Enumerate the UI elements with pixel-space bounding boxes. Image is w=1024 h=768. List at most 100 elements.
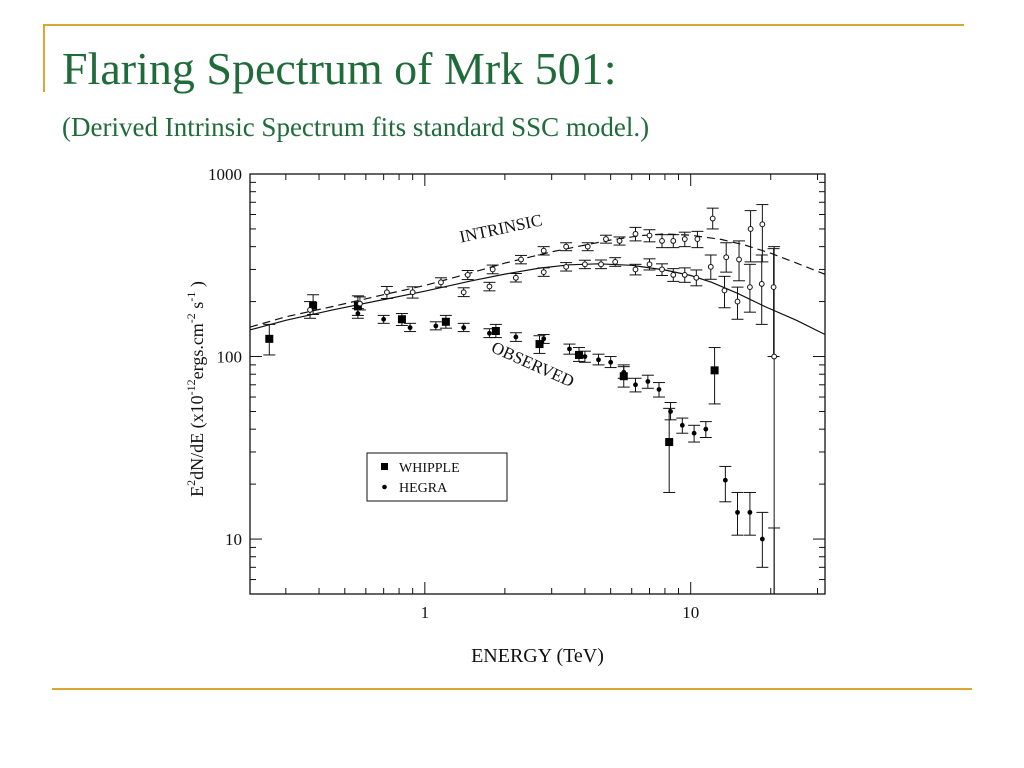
error-bar bbox=[744, 210, 757, 263]
intrinsic-point bbox=[681, 272, 688, 278]
whipple-point bbox=[710, 366, 719, 375]
intrinsic-point bbox=[736, 256, 742, 263]
hegra-point bbox=[596, 357, 601, 363]
curve-annotations: INTRINSIC OBSERVED bbox=[458, 210, 577, 391]
hegra-point bbox=[461, 325, 467, 331]
hegra-point bbox=[608, 359, 614, 365]
intrinsic-point bbox=[307, 307, 313, 313]
intrinsic-point bbox=[563, 243, 570, 250]
whipple-point bbox=[665, 438, 674, 447]
intrinsic-point bbox=[632, 266, 639, 273]
error-bar bbox=[663, 407, 676, 493]
intrinsic-point bbox=[693, 274, 700, 281]
legend-dot-marker bbox=[382, 484, 387, 490]
whipple-point bbox=[619, 372, 628, 381]
intrinsic-point bbox=[357, 300, 363, 307]
bottom-rule bbox=[52, 688, 972, 690]
hegra-point bbox=[355, 311, 361, 316]
hegra-point bbox=[747, 509, 753, 515]
whipple-point bbox=[491, 326, 500, 335]
tick-labels: 1 10 10 100 1000 bbox=[208, 165, 699, 622]
hegra-point bbox=[679, 422, 685, 428]
error-bar bbox=[708, 347, 721, 405]
hegra-point bbox=[656, 387, 662, 392]
whipple-point bbox=[265, 334, 274, 343]
y-tick-label: 100 bbox=[217, 348, 243, 367]
plot-frame bbox=[249, 173, 826, 595]
curve-annotation: OBSERVED bbox=[489, 338, 577, 391]
intrinsic-point bbox=[709, 215, 716, 222]
whipple-point bbox=[309, 301, 318, 310]
axis-ticks bbox=[250, 173, 825, 595]
legend-box bbox=[366, 452, 508, 502]
intrinsic-point bbox=[438, 279, 444, 286]
intrinsic-point bbox=[584, 243, 591, 250]
intrinsic-point bbox=[646, 232, 653, 239]
intrinsic-point bbox=[540, 247, 547, 254]
intrinsic-point bbox=[681, 236, 688, 242]
slide-title: Flaring Spectrum of Mrk 501: bbox=[62, 43, 617, 94]
intrinsic-point bbox=[581, 261, 588, 268]
hegra-point bbox=[407, 325, 413, 331]
intrinsic-point bbox=[464, 272, 471, 278]
intrinsic-point bbox=[723, 254, 730, 261]
intrinsic-point bbox=[758, 280, 765, 287]
hegra-point bbox=[567, 346, 572, 352]
intrinsic-point bbox=[770, 284, 777, 291]
legend-label: WHIPPLE bbox=[399, 461, 460, 476]
intrinsic-point bbox=[486, 283, 493, 290]
intrinsic-point bbox=[383, 289, 390, 296]
hegra-point bbox=[703, 426, 709, 432]
top-rule bbox=[43, 24, 964, 26]
x-tick-label: 10 bbox=[682, 603, 699, 622]
legend-label: HEGRA bbox=[399, 481, 448, 496]
intrinsic-point bbox=[512, 274, 519, 281]
y-tick-label: 1000 bbox=[208, 165, 242, 184]
intrinsic-point bbox=[632, 230, 639, 237]
intrinsic-point bbox=[598, 261, 604, 268]
whipple-point bbox=[441, 317, 450, 326]
x-axis-label: ENERGY (TeV) bbox=[471, 645, 604, 667]
intrinsic-point bbox=[747, 226, 754, 232]
legend: WHIPPLE HEGRA bbox=[366, 452, 508, 502]
intrinsic-point bbox=[707, 263, 714, 270]
intrinsic-point bbox=[518, 256, 524, 263]
hegra-point bbox=[759, 536, 765, 542]
hegra-point bbox=[381, 316, 387, 322]
curve-annotation: INTRINSIC bbox=[458, 210, 544, 246]
whipple-point bbox=[535, 340, 544, 349]
whipple-point bbox=[397, 315, 406, 324]
hegra-point bbox=[722, 477, 728, 483]
hegra-point bbox=[645, 379, 651, 384]
hegra-point bbox=[633, 382, 638, 388]
hegra-point bbox=[735, 509, 740, 515]
intrinsic-point bbox=[460, 289, 467, 296]
intrinsic-point bbox=[659, 266, 665, 273]
error-bar bbox=[756, 204, 769, 263]
error-bar bbox=[755, 254, 768, 325]
hegra-point bbox=[621, 369, 627, 375]
intrinsic-point bbox=[616, 238, 623, 244]
intrinsic-point bbox=[694, 236, 701, 242]
y-tick-label: 10 bbox=[225, 530, 242, 549]
intrinsic-point bbox=[670, 238, 677, 244]
x-tick-label: 1 bbox=[421, 603, 430, 622]
intrinsic-point bbox=[563, 263, 570, 270]
hegra-point bbox=[582, 354, 588, 359]
hegra-point bbox=[668, 409, 673, 414]
whipple-point bbox=[353, 301, 362, 310]
intrinsic-point bbox=[489, 266, 496, 273]
whipple-point bbox=[574, 350, 583, 359]
intrinsic-point bbox=[646, 261, 653, 268]
intrinsic-point bbox=[734, 298, 741, 305]
legend-square-marker bbox=[381, 463, 388, 470]
intrinsic-point bbox=[409, 289, 416, 296]
left-rule bbox=[43, 24, 45, 92]
ssc-model-dashed-curve bbox=[250, 233, 825, 328]
intrinsic-point bbox=[540, 269, 547, 276]
hegra-point bbox=[433, 323, 439, 329]
intrinsic-point bbox=[659, 238, 665, 244]
hegra-point bbox=[691, 430, 697, 436]
intrinsic-point bbox=[603, 236, 609, 242]
hegra-point bbox=[513, 334, 519, 340]
